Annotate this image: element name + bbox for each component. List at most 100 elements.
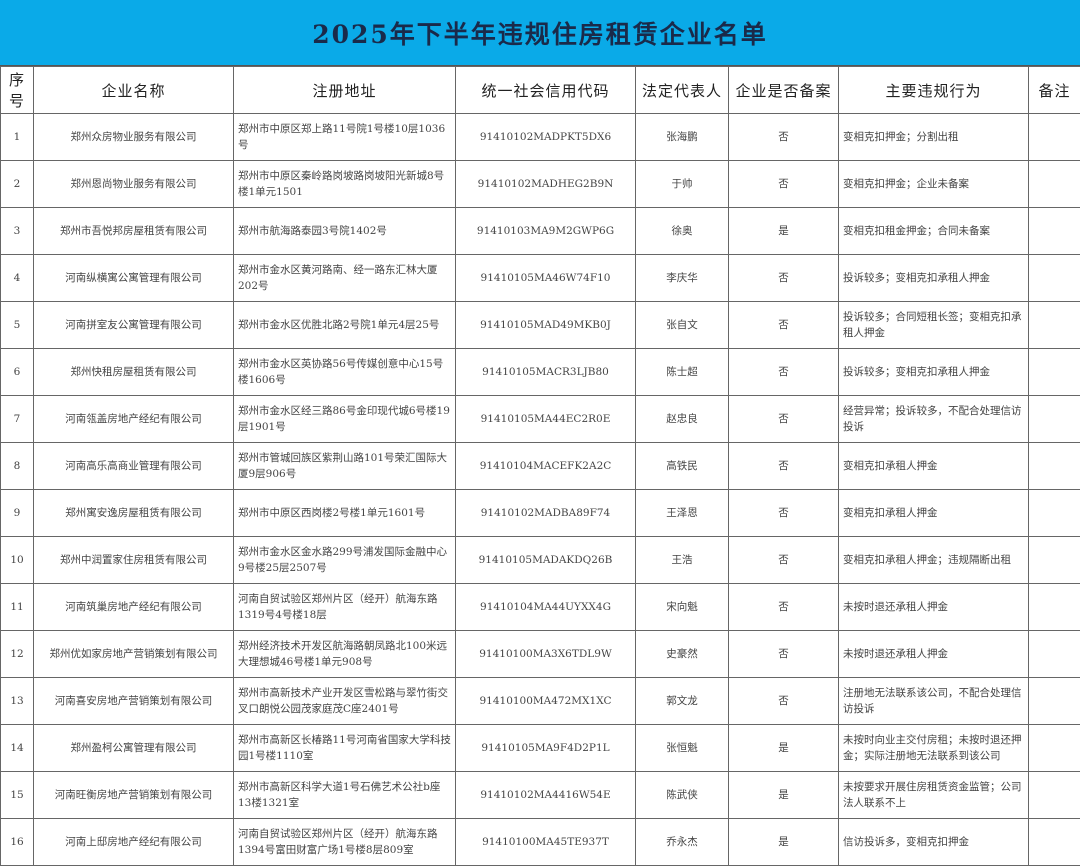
credit-code: 91410100MA3X6TDL9W bbox=[455, 630, 636, 678]
table-row: 5 河南拼室友公寓管理有限公司 郑州市金水区优胜北路2号院1单元4层25号 91410… bbox=[0, 301, 1080, 349]
violation: 变相克扣押金；企业未备案 bbox=[838, 160, 1029, 208]
filed-status: 否 bbox=[728, 677, 839, 725]
registered-address: 河南自贸试验区郑州片区（经开）航海东路1394号富田财富广场1号楼8层809室 bbox=[233, 818, 456, 866]
registered-address: 郑州市高新区科学大道1号石佛艺术公社b座13楼1321室 bbox=[233, 771, 456, 819]
credit-code: 91410104MACEFK2A2C bbox=[455, 442, 636, 490]
legal-representative: 陈士超 bbox=[635, 348, 729, 396]
filed-status: 是 bbox=[728, 818, 839, 866]
violation: 未按要求开展住房租赁资金监管；公司法人联系不上 bbox=[838, 771, 1029, 819]
legal-representative: 高铁民 bbox=[635, 442, 729, 490]
header-name: 企业名称 bbox=[33, 66, 234, 114]
violation: 信访投诉多，变相克扣押金 bbox=[838, 818, 1029, 866]
note bbox=[1028, 583, 1080, 631]
row-number: 9 bbox=[0, 489, 34, 537]
filed-status: 否 bbox=[728, 489, 839, 537]
violation: 未按时退还承租人押金 bbox=[838, 630, 1029, 678]
row-number: 6 bbox=[0, 348, 34, 396]
registered-address: 郑州市金水区黄河路南、经一路东汇林大厦202号 bbox=[233, 254, 456, 302]
legal-representative: 王浩 bbox=[635, 536, 729, 584]
table-row: 12 郑州优如家房地产营销策划有限公司 郑州经济技术开发区航海路朝凤路北100米远大… bbox=[0, 630, 1080, 678]
company-name: 河南旺衡房地产营销策划有限公司 bbox=[33, 771, 234, 819]
registered-address: 河南自贸试验区郑州片区（经开）航海东路1319号4号楼18层 bbox=[233, 583, 456, 631]
table-row: 3 郑州市吾悦邦房屋租赁有限公司 郑州市航海路泰园3号院1402号 91410103M… bbox=[0, 207, 1080, 255]
note bbox=[1028, 771, 1080, 819]
violation: 投诉较多；变相克扣承租人押金 bbox=[838, 348, 1029, 396]
legal-representative: 于帅 bbox=[635, 160, 729, 208]
legal-representative: 张海鹏 bbox=[635, 113, 729, 161]
row-number: 3 bbox=[0, 207, 34, 255]
table-row: 6 郑州快租房屋租赁有限公司 郑州市金水区英协路56号传媒创意中心15号楼1606号… bbox=[0, 348, 1080, 396]
filed-status: 否 bbox=[728, 583, 839, 631]
legal-representative: 赵忠良 bbox=[635, 395, 729, 443]
violation: 变相克扣承租人押金 bbox=[838, 489, 1029, 537]
violation: 未按时退还承租人押金 bbox=[838, 583, 1029, 631]
table-row: 9 郑州寓安逸房屋租赁有限公司 郑州市中原区西岗楼2号楼1单元1601号 914101… bbox=[0, 489, 1080, 537]
row-number: 15 bbox=[0, 771, 34, 819]
header-note: 备注 bbox=[1028, 66, 1080, 114]
row-number: 13 bbox=[0, 677, 34, 725]
row-number: 4 bbox=[0, 254, 34, 302]
note bbox=[1028, 207, 1080, 255]
registered-address: 郑州市中原区郑上路11号院1号楼10层1036号 bbox=[233, 113, 456, 161]
row-number: 10 bbox=[0, 536, 34, 584]
filed-status: 是 bbox=[728, 771, 839, 819]
header-violation: 主要违规行为 bbox=[838, 66, 1029, 114]
credit-code: 91410105MACR3LJB80 bbox=[455, 348, 636, 396]
filed-status: 否 bbox=[728, 301, 839, 349]
header-no: 序号 bbox=[0, 66, 34, 114]
credit-code: 91410105MADAKDQ26B bbox=[455, 536, 636, 584]
row-number: 11 bbox=[0, 583, 34, 631]
violations-table: 序号 企业名称 注册地址 统一社会信用代码 法定代表人 企业是否备案 主要违规行… bbox=[0, 66, 1080, 866]
violation: 变相克扣承租人押金；违规隔断出租 bbox=[838, 536, 1029, 584]
credit-code: 91410104MA44UYXX4G bbox=[455, 583, 636, 631]
filed-status: 否 bbox=[728, 442, 839, 490]
registered-address: 郑州市金水区金水路299号浦发国际金融中心9号楼25层2507号 bbox=[233, 536, 456, 584]
violation: 变相克扣押金；分割出租 bbox=[838, 113, 1029, 161]
credit-code: 91410105MA44EC2R0E bbox=[455, 395, 636, 443]
violation: 变相克扣承租人押金 bbox=[838, 442, 1029, 490]
company-name: 郑州优如家房地产营销策划有限公司 bbox=[33, 630, 234, 678]
registered-address: 郑州市管城回族区紫荆山路101号荣汇国际大厦9层906号 bbox=[233, 442, 456, 490]
table-row: 15 河南旺衡房地产营销策划有限公司 郑州市高新区科学大道1号石佛艺术公社b座13楼… bbox=[0, 771, 1080, 819]
legal-representative: 徐奥 bbox=[635, 207, 729, 255]
note bbox=[1028, 724, 1080, 772]
credit-code: 91410103MA9M2GWP6G bbox=[455, 207, 636, 255]
company-name: 郑州众房物业服务有限公司 bbox=[33, 113, 234, 161]
company-name: 河南高乐高商业管理有限公司 bbox=[33, 442, 234, 490]
legal-representative: 王泽恩 bbox=[635, 489, 729, 537]
header-rep: 法定代表人 bbox=[635, 66, 729, 114]
table-row: 4 河南纵横寓公寓管理有限公司 郑州市金水区黄河路南、经一路东汇林大厦202号 914… bbox=[0, 254, 1080, 302]
table-row: 8 河南高乐高商业管理有限公司 郑州市管城回族区紫荆山路101号荣汇国际大厦9层90… bbox=[0, 442, 1080, 490]
filed-status: 否 bbox=[728, 395, 839, 443]
registered-address: 郑州市高新区长椿路11号河南省国家大学科技园1号楼1110室 bbox=[233, 724, 456, 772]
note bbox=[1028, 301, 1080, 349]
row-number: 2 bbox=[0, 160, 34, 208]
company-name: 郑州寓安逸房屋租赁有限公司 bbox=[33, 489, 234, 537]
company-name: 河南纵横寓公寓管理有限公司 bbox=[33, 254, 234, 302]
table-row: 11 河南筑巢房地产经纪有限公司 河南自贸试验区郑州片区（经开）航海东路1319号4… bbox=[0, 583, 1080, 631]
note bbox=[1028, 348, 1080, 396]
filed-status: 否 bbox=[728, 348, 839, 396]
legal-representative: 李庆华 bbox=[635, 254, 729, 302]
registered-address: 郑州市中原区西岗楼2号楼1单元1601号 bbox=[233, 489, 456, 537]
registered-address: 郑州市金水区英协路56号传媒创意中心15号楼1606号 bbox=[233, 348, 456, 396]
note bbox=[1028, 442, 1080, 490]
note bbox=[1028, 113, 1080, 161]
table-row: 16 河南上邸房地产经纪有限公司 河南自贸试验区郑州片区（经开）航海东路1394号富… bbox=[0, 818, 1080, 866]
filed-status: 否 bbox=[728, 254, 839, 302]
credit-code: 91410100MA472MX1XC bbox=[455, 677, 636, 725]
note bbox=[1028, 630, 1080, 678]
legal-representative: 陈武侠 bbox=[635, 771, 729, 819]
legal-representative: 张自文 bbox=[635, 301, 729, 349]
filed-status: 否 bbox=[728, 536, 839, 584]
credit-code: 91410105MA9F4D2P1L bbox=[455, 724, 636, 772]
table-row: 14 郑州盈柯公寓管理有限公司 郑州市高新区长椿路11号河南省国家大学科技园1号楼1… bbox=[0, 724, 1080, 772]
legal-representative: 宋向魁 bbox=[635, 583, 729, 631]
credit-code: 91410102MADBA89F74 bbox=[455, 489, 636, 537]
header-code: 统一社会信用代码 bbox=[455, 66, 636, 114]
credit-code: 91410102MADPKT5DX6 bbox=[455, 113, 636, 161]
filed-status: 否 bbox=[728, 113, 839, 161]
row-number: 5 bbox=[0, 301, 34, 349]
row-number: 7 bbox=[0, 395, 34, 443]
registered-address: 郑州市航海路泰园3号院1402号 bbox=[233, 207, 456, 255]
